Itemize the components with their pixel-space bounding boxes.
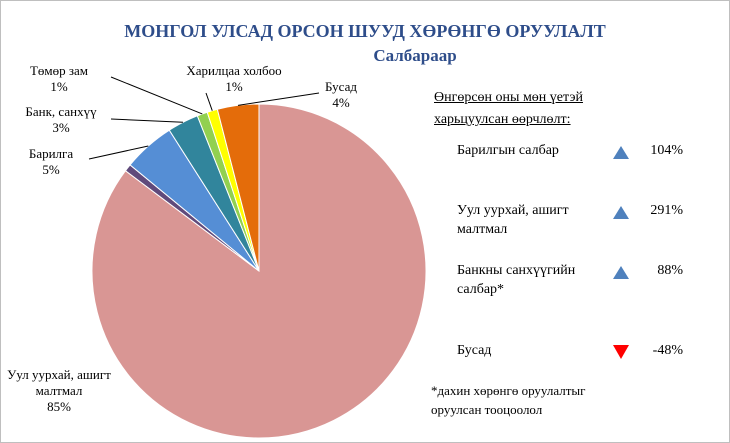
panel-note: *дахин хөрөнгө оруулалтыг оруулсан тооцо… (431, 383, 586, 417)
pie-slice (216, 103, 260, 272)
slice-label: Барилга 5% (11, 146, 91, 178)
slice-label: Банк, санхүү 3% (11, 104, 111, 136)
slice-category: Барилга (28, 146, 74, 161)
slice-value-label: 4% (332, 95, 350, 110)
leader-line (110, 118, 183, 123)
slice-value-label: 1% (225, 79, 243, 94)
panel-item-change: 104% (650, 143, 683, 158)
direction-marker (613, 345, 629, 359)
slice-category: Төмөр зам (29, 63, 89, 78)
direction-marker (613, 206, 629, 219)
slice-value-label: 85% (47, 399, 71, 414)
slice-value-label: 1% (50, 79, 68, 94)
panel-item-label: Барилгын салбар (457, 143, 559, 158)
leader-line (110, 76, 203, 115)
panel-item-label: Уул уурхай, ашигт малтмал (457, 203, 569, 237)
panel-item-change: 291% (650, 203, 683, 218)
direction-marker (613, 146, 629, 159)
slice-category: Банк, санхүү (25, 104, 97, 119)
slice-value-label: 5% (42, 162, 60, 177)
chart-title: МОНГОЛ УЛСАД ОРСОН ШУУД ХӨРӨНГӨ ОРУУЛАЛТ (124, 21, 606, 41)
chart-subtitle: Салбараар (373, 46, 457, 65)
panel-title: Өнгөрсөн оны мөн үетэй харьцуулсан өөрчл… (434, 90, 583, 127)
slice-label: Харилцаа холбоо 1% (174, 63, 294, 95)
slice-category: Уул уурхай, ашигт малтмал (7, 367, 111, 398)
leader-line (88, 145, 149, 160)
slice-label: Төмөр зам 1% (14, 63, 104, 95)
slice-label: Бусад 4% (311, 79, 371, 111)
panel-item-change: -48% (652, 343, 683, 358)
leader-line (205, 92, 213, 111)
slice-value-label: 3% (52, 120, 70, 135)
slice-category: Бусад (325, 79, 357, 94)
panel-item-label: Банкны санхүүгийн салбар* (457, 263, 576, 297)
leader-line (237, 92, 320, 106)
direction-marker (613, 266, 629, 279)
slice-category: Харилцаа холбоо (186, 63, 282, 78)
panel-item-label: Бусад (457, 343, 492, 358)
slice-label: Уул уурхай, ашигт малтмал 85% (4, 367, 114, 415)
panel-item-change: 88% (657, 263, 683, 278)
